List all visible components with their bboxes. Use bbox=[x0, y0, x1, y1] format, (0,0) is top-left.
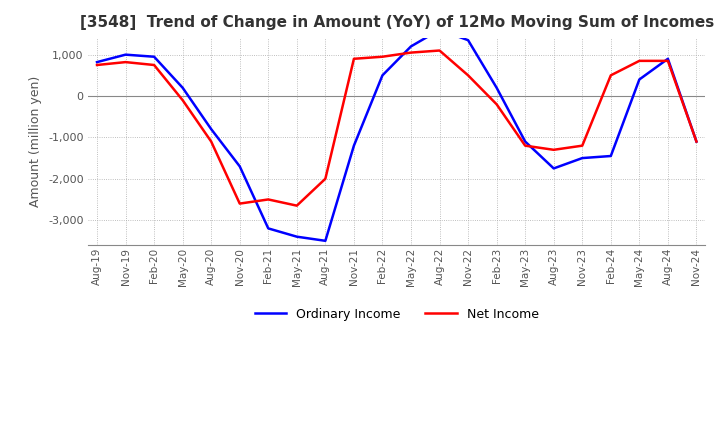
Ordinary Income bbox=[635, 77, 644, 82]
Ordinary Income bbox=[521, 139, 529, 144]
Net Income bbox=[121, 59, 130, 65]
Net Income bbox=[207, 139, 215, 144]
Ordinary Income bbox=[692, 139, 701, 144]
Net Income bbox=[150, 62, 158, 68]
Legend: Ordinary Income, Net Income: Ordinary Income, Net Income bbox=[250, 303, 544, 326]
Net Income bbox=[521, 143, 529, 148]
Net Income bbox=[549, 147, 558, 152]
Ordinary Income bbox=[264, 226, 273, 231]
Ordinary Income bbox=[207, 126, 215, 132]
Ordinary Income bbox=[350, 143, 359, 148]
Ordinary Income bbox=[121, 52, 130, 57]
Net Income bbox=[578, 143, 587, 148]
Y-axis label: Amount (million yen): Amount (million yen) bbox=[30, 76, 42, 207]
Ordinary Income bbox=[664, 56, 672, 62]
Net Income bbox=[93, 62, 102, 68]
Ordinary Income bbox=[378, 73, 387, 78]
Net Income bbox=[321, 176, 330, 181]
Net Income bbox=[235, 201, 244, 206]
Ordinary Income bbox=[235, 164, 244, 169]
Net Income bbox=[350, 56, 359, 62]
Net Income bbox=[378, 54, 387, 59]
Ordinary Income bbox=[179, 85, 187, 90]
Net Income bbox=[492, 102, 501, 107]
Net Income bbox=[407, 50, 415, 55]
Ordinary Income bbox=[150, 54, 158, 59]
Ordinary Income bbox=[292, 234, 301, 239]
Ordinary Income bbox=[578, 155, 587, 161]
Net Income bbox=[464, 73, 472, 78]
Net Income bbox=[179, 98, 187, 103]
Ordinary Income bbox=[492, 85, 501, 90]
Ordinary Income bbox=[435, 27, 444, 33]
Net Income bbox=[664, 58, 672, 63]
Net Income bbox=[635, 58, 644, 63]
Ordinary Income bbox=[407, 44, 415, 49]
Ordinary Income bbox=[606, 154, 615, 159]
Line: Net Income: Net Income bbox=[97, 51, 696, 205]
Net Income bbox=[606, 73, 615, 78]
Ordinary Income bbox=[93, 59, 102, 65]
Ordinary Income bbox=[549, 166, 558, 171]
Net Income bbox=[435, 48, 444, 53]
Title: [3548]  Trend of Change in Amount (YoY) of 12Mo Moving Sum of Incomes: [3548] Trend of Change in Amount (YoY) o… bbox=[80, 15, 714, 30]
Ordinary Income bbox=[321, 238, 330, 243]
Net Income bbox=[692, 139, 701, 144]
Net Income bbox=[264, 197, 273, 202]
Line: Ordinary Income: Ordinary Income bbox=[97, 30, 696, 241]
Net Income bbox=[292, 203, 301, 208]
Ordinary Income bbox=[464, 37, 472, 43]
